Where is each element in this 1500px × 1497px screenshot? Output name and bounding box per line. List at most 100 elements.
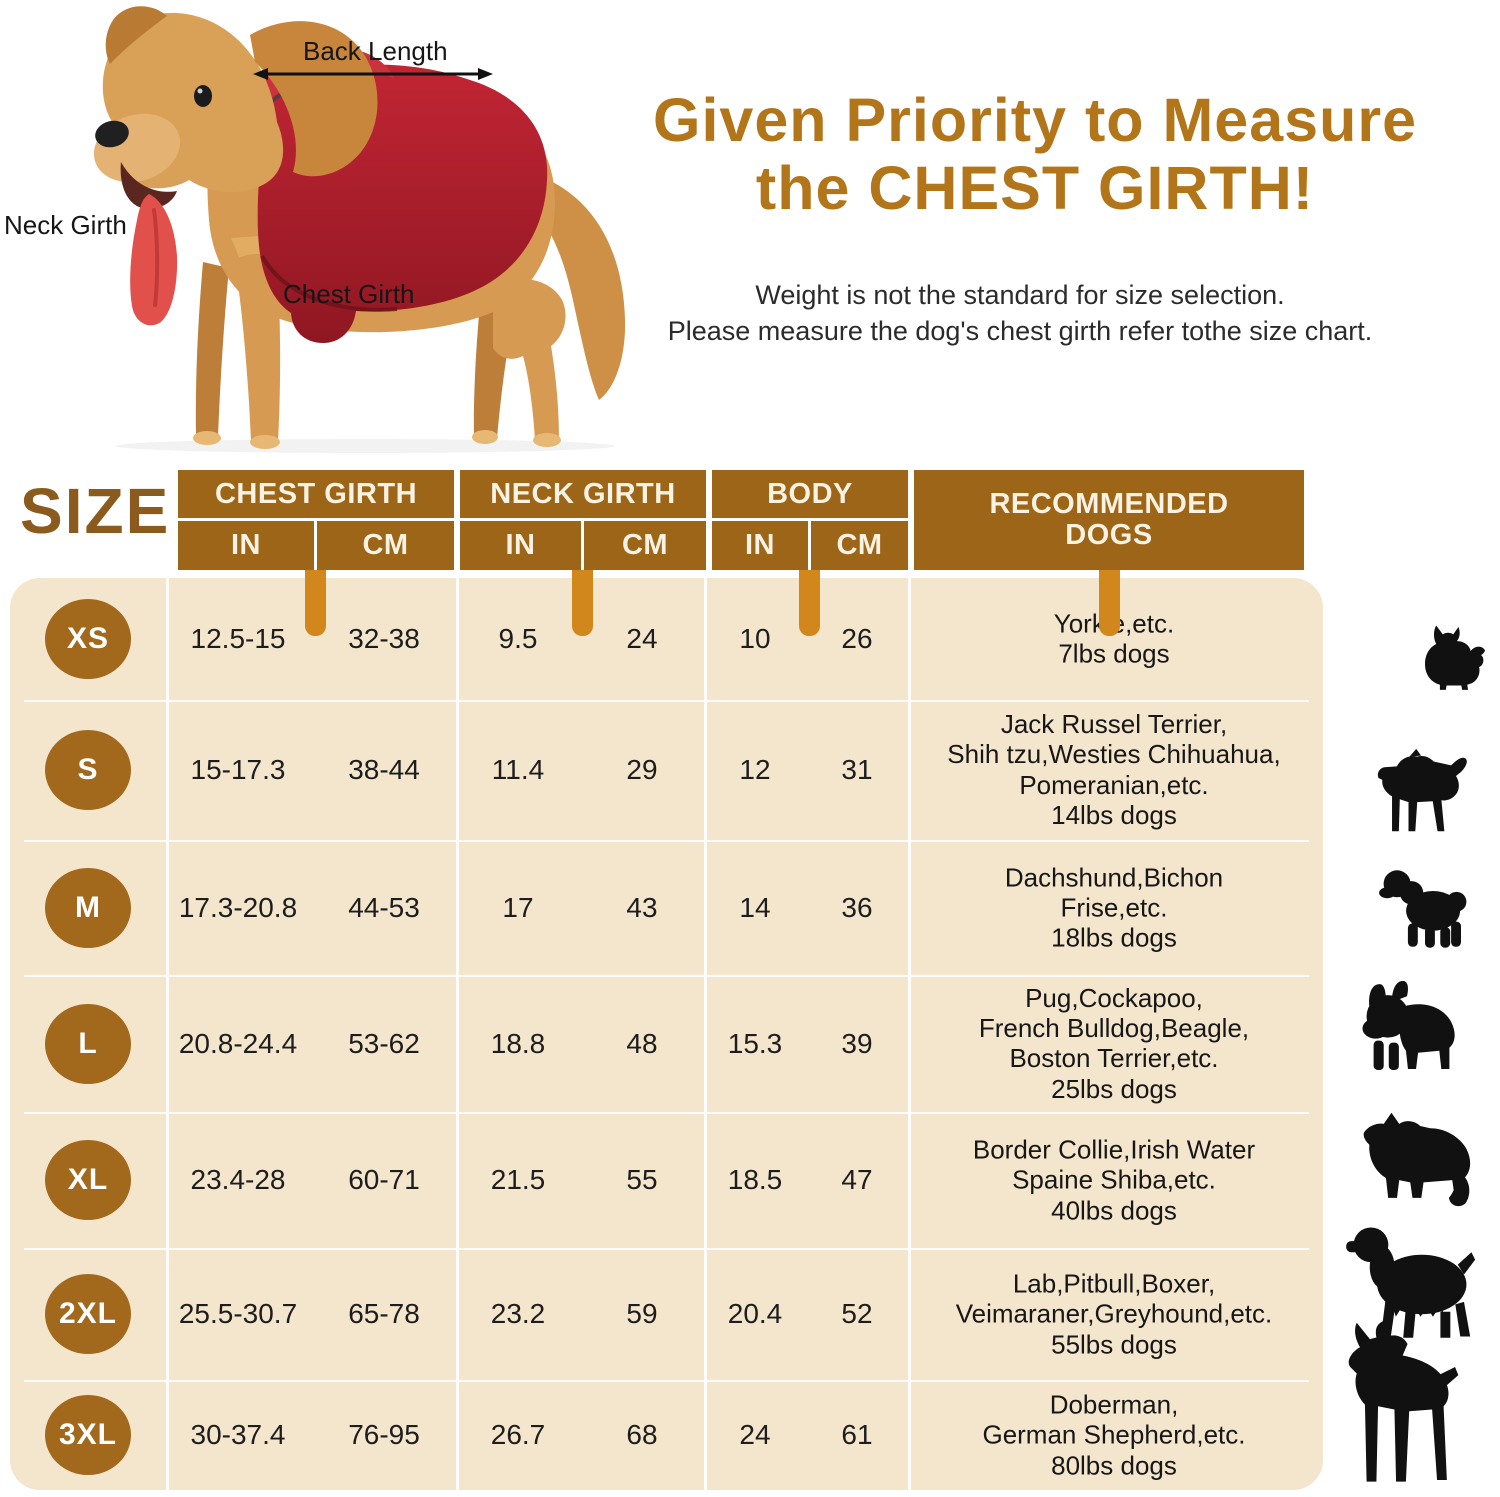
body-in-header: IN [712, 521, 808, 570]
row-separator [24, 1112, 1309, 1114]
sizing-note: Weight is not the standard for size sele… [555, 278, 1485, 349]
chest-girth-label: Chest Girth [283, 279, 415, 309]
neck-cm-value: 43 [626, 891, 658, 923]
dog-silhouette-bichon-icon [1370, 864, 1480, 954]
recommended-dogs-line: German Shepherd,etc. [982, 1419, 1246, 1450]
body-cm-header: CM [811, 521, 908, 570]
column-pointer-tab [305, 570, 326, 636]
neck-cm-header: CM [584, 521, 706, 570]
body-in-value: 18.5 [727, 1164, 783, 1195]
chest-in-value: 25.5-30.7 [178, 1298, 298, 1329]
recommended-dogs-text: Pug,Cockapoo, French Bulldog,Beagle, Bosto… [904, 983, 1324, 1105]
body-in-value: 24 [739, 1419, 771, 1450]
column-separator [704, 578, 707, 1490]
chest-cm-value: 44-53 [348, 891, 420, 923]
body-cm-value: 47 [841, 1164, 873, 1195]
neck-in-header: IN [460, 521, 581, 570]
size-column-header: SIZE [20, 475, 171, 547]
recommended-dogs-line: Doberman, [1049, 1389, 1179, 1420]
chest-in-value: 17.3-20.8 [178, 891, 298, 923]
dog-silhouette-border-collie-icon [1350, 1094, 1486, 1210]
column-pointer-tab [572, 570, 593, 636]
neck-cm-value: 29 [626, 754, 658, 785]
size-row-XL: XL 23.4-28 60-71 21.5 55 18.5 47 Border Collie,… [10, 1112, 1323, 1248]
recommended-dogs-header: RECOMMENDED DOGS [914, 470, 1304, 570]
recommended-dogs-line: Pomeranian,etc. [1019, 770, 1209, 800]
chest-in-header: IN [178, 521, 314, 570]
recommended-dogs-line: Shih tzu,Westies Chihuahua, [947, 739, 1281, 770]
body-cm-value: 39 [841, 1027, 873, 1059]
size-badge: 3XL [45, 1395, 131, 1475]
size-table-body: XS 12.5-15 32-38 9.5 24 10 26 Yorkie,etc.7lbs d… [10, 578, 1323, 1490]
recommended-dogs-text: Border Collie,Irish Water Spaine Shiba,et… [904, 1134, 1324, 1225]
chest-cm-value: 76-95 [348, 1419, 420, 1450]
recommended-dogs-line: 14lbs dogs [1051, 800, 1177, 831]
size-row-S: S 15-17.3 38-44 11.4 29 12 31 Jack Russel Terri… [10, 700, 1323, 840]
body-in-value: 15.3 [727, 1027, 783, 1059]
column-pointer-tab [799, 570, 820, 636]
chest-cm-value: 60-71 [348, 1164, 420, 1195]
page-title-line2: the CHEST GIRTH! [755, 154, 1315, 223]
size-row-M: M 17.3-20.8 44-53 17 43 14 36 Dachshund,Bichon F… [10, 840, 1323, 975]
neck-in-value: 9.5 [498, 623, 538, 654]
dog-silhouette-spaniel-icon [1340, 1220, 1490, 1344]
size-badge: S [45, 730, 131, 810]
recommended-dogs-line: 25lbs dogs [1051, 1073, 1177, 1104]
body-in-value: 14 [739, 891, 771, 923]
recommended-dogs-line: Dachshund,Bichon [1004, 861, 1224, 892]
body-in-value: 12 [739, 754, 771, 785]
size-row-L: L 20.8-24.4 53-62 18.8 48 15.3 39 Pug,Cockapoo,… [10, 975, 1323, 1112]
neck-cm-value: 68 [626, 1419, 658, 1450]
recommended-dogs-line: Veimaraner,Greyhound,etc. [955, 1298, 1273, 1329]
neck-in-value: 18.8 [490, 1027, 546, 1059]
chest-in-value: 30-37.4 [190, 1419, 286, 1450]
size-badge: L [45, 1003, 131, 1084]
recommended-dogs-line: Jack Russel Terrier, [1000, 709, 1228, 740]
body-in-value: 20.4 [727, 1298, 783, 1329]
recommended-dogs-line: Spaine Shiba,etc. [1012, 1164, 1216, 1195]
size-row-2XL: 2XL 25.5-30.7 65-78 23.2 59 20.4 52 Lab,Pitbull… [10, 1248, 1323, 1380]
body-cm-value: 52 [841, 1298, 873, 1329]
recommended-dogs-text: Yorkie,etc.7lbs dogs [904, 609, 1324, 670]
neck-cm-value: 55 [626, 1164, 658, 1195]
size-row-3XL: 3XL 30-37.4 76-95 26.7 68 24 61 Doberman, German… [10, 1380, 1323, 1490]
neck-in-value: 17 [502, 891, 534, 923]
body-cm-value: 31 [841, 754, 873, 785]
chest-cm-value: 53-62 [348, 1027, 420, 1059]
recommended-dogs-line: 55lbs dogs [1051, 1329, 1177, 1360]
recommended-dogs-header-line1: RECOMMENDED [989, 487, 1229, 520]
body-group-header: BODY [712, 470, 908, 518]
recommended-dogs-line: Frise,etc. [1060, 892, 1168, 923]
recommended-dogs-text: Jack Russel Terrier, Shih tzu,Westies Chi… [904, 709, 1324, 831]
sizing-note-line1: Weight is not the standard for size sele… [755, 280, 1285, 310]
dog-silhouette-doberman-icon [1324, 1312, 1496, 1494]
size-badge: M [45, 867, 131, 948]
neck-girth-label: Neck Girth [4, 210, 127, 240]
chest-in-value: 12.5-15 [190, 623, 286, 654]
chest-in-value: 20.8-24.4 [178, 1027, 298, 1059]
page-title: Given Priority to Measure the CHEST GIRT… [570, 86, 1500, 223]
row-separator [24, 1380, 1309, 1382]
row-separator [24, 700, 1309, 702]
recommended-dogs-line: 40lbs dogs [1051, 1195, 1177, 1226]
row-separator [24, 975, 1309, 977]
size-badge: XL [45, 1140, 131, 1220]
recommended-dogs-line: 80lbs dogs [1051, 1450, 1177, 1481]
size-badge: 2XL [45, 1274, 131, 1354]
recommended-dogs-line: 7lbs dogs [1058, 639, 1170, 669]
dog-silhouette-yorkie-icon [1414, 620, 1488, 694]
size-badge: XS [45, 599, 131, 679]
neck-in-value: 11.4 [491, 754, 545, 785]
page-title-line1: Given Priority to Measure [653, 86, 1417, 154]
chest-cm-header: CM [317, 521, 454, 570]
recommended-dogs-line: French Bulldog,Beagle, [978, 1013, 1250, 1044]
dog-coat-photo [93, 6, 626, 453]
body-cm-value: 61 [841, 1419, 873, 1450]
column-pointer-tab [1098, 570, 1120, 636]
chest-cm-value: 38-44 [348, 754, 420, 785]
size-row-XS: XS 12.5-15 32-38 9.5 24 10 26 Yorkie,etc.7lbs d… [10, 578, 1323, 700]
neck-girth-group-header: NECK GIRTH [460, 470, 706, 518]
row-separator [24, 840, 1309, 842]
dog-silhouette-jack-russell-icon [1366, 746, 1482, 838]
neck-cm-value: 24 [626, 623, 658, 654]
